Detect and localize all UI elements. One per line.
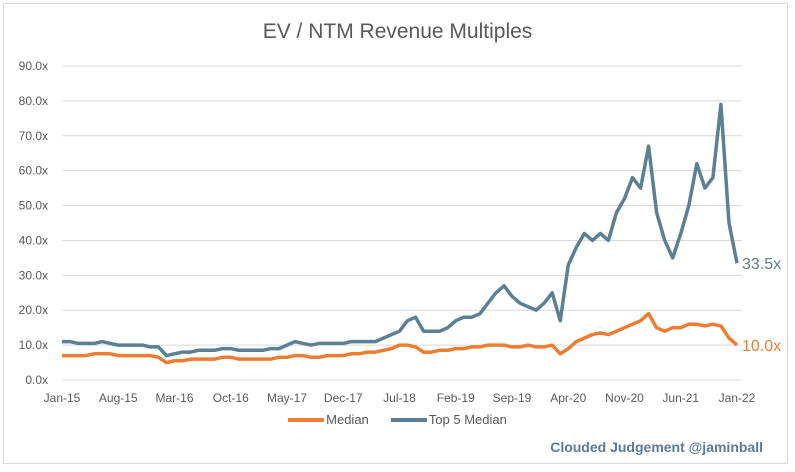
y-tick-label: 60.0x xyxy=(19,164,48,178)
legend-item-top5-median[interactable]: Top 5 Median xyxy=(390,412,507,427)
legend-swatch-top5-median xyxy=(390,417,427,422)
y-tick-label: 20.0x xyxy=(19,303,48,317)
watermark: Clouded Judgement @jaminball xyxy=(550,439,763,455)
y-tick-label: 70.0x xyxy=(19,129,48,143)
series-line-top-5-median xyxy=(62,102,739,358)
legend: Median Top 5 Median xyxy=(0,412,795,427)
end-value-label: 10.0x xyxy=(742,338,781,355)
legend-item-median[interactable]: Median xyxy=(288,412,369,427)
y-tick-label: 80.0x xyxy=(19,94,48,108)
chart-frame xyxy=(3,3,788,464)
x-tick-label: Mar-16 xyxy=(155,391,193,405)
y-tick-label: 40.0x xyxy=(19,233,48,247)
x-tick-label: Dec-17 xyxy=(324,391,363,405)
x-tick-label: Jun-21 xyxy=(662,391,699,405)
y-tick-label: 50.0x xyxy=(19,199,48,213)
y-tick-label: 10.0x xyxy=(19,338,48,352)
legend-swatch-median xyxy=(288,417,325,422)
y-tick-label: 30.0x xyxy=(19,268,48,282)
x-tick-label: Nov-20 xyxy=(605,391,644,405)
end-value-label: 33.5x xyxy=(742,256,781,273)
x-tick-label: Jan-15 xyxy=(44,391,81,405)
x-tick-label: Feb-19 xyxy=(437,391,475,405)
x-tick-label: Sep-19 xyxy=(493,391,532,405)
x-tick-label: May-17 xyxy=(267,391,307,405)
x-tick-label: Jul-18 xyxy=(383,391,416,405)
y-tick-label: 90.0x xyxy=(19,59,48,73)
legend-label-median: Median xyxy=(326,412,369,427)
chart-title: EV / NTM Revenue Multiples xyxy=(262,20,533,43)
x-tick-label: Jan-22 xyxy=(719,391,756,405)
series-line-median xyxy=(62,311,739,365)
x-tick-label: Apr-20 xyxy=(550,391,586,405)
x-tick-label: Oct-16 xyxy=(213,391,249,405)
x-tick-label: Aug-15 xyxy=(99,391,138,405)
y-tick-label: 0.0x xyxy=(25,373,48,387)
legend-label-top5-median: Top 5 Median xyxy=(428,412,507,427)
